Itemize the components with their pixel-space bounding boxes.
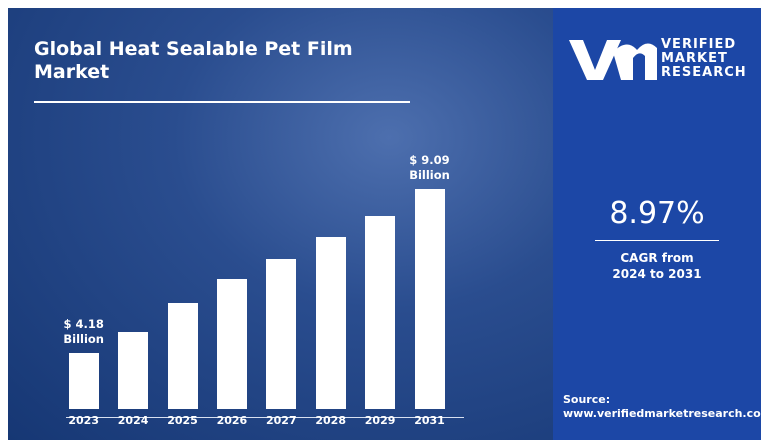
source-url: www.verifiedmarketresearch.com [563, 407, 769, 420]
x-tick-label: 2025 [167, 414, 198, 427]
x-tick-label: 2024 [117, 414, 149, 427]
cagr-rule [595, 240, 719, 241]
bar [365, 215, 396, 409]
bar [266, 258, 297, 409]
brand-line: VERIFIED [661, 37, 737, 52]
bar [315, 236, 346, 409]
brand-line: MARKET [661, 51, 728, 66]
bar [68, 352, 99, 409]
cagr-label: CAGR from 2024 to 2031 [612, 251, 702, 281]
logo-mark [569, 40, 657, 80]
brand-line: RESEARCH [661, 65, 747, 80]
bar [118, 331, 149, 409]
cagr-value: 8.97% [609, 196, 705, 231]
x-tick-label: 2026 [216, 414, 248, 427]
bar [414, 188, 445, 409]
x-tick-label: 2027 [265, 414, 297, 427]
title-rule [34, 101, 410, 103]
value-label: $ 9.09 Billion [409, 152, 450, 182]
bar [167, 303, 198, 409]
x-tick-label: 2029 [364, 414, 396, 427]
bar [216, 278, 247, 409]
x-tick-label: 2031 [414, 414, 445, 427]
chart-title: Global Heat Sealable Pet Film Market [34, 38, 353, 83]
value-label: $ 4.18 Billion [63, 316, 104, 346]
x-tick-label: 2023 [68, 414, 99, 427]
x-axis [66, 417, 464, 418]
source-label: Source: [563, 393, 611, 406]
info-panel: VERIFIED MARKET RESEARCH 8.97% CAGR from… [553, 8, 769, 440]
chart-panel: Global Heat Sealable Pet Film Market 202… [8, 8, 553, 440]
x-tick-label: 2028 [315, 414, 346, 427]
